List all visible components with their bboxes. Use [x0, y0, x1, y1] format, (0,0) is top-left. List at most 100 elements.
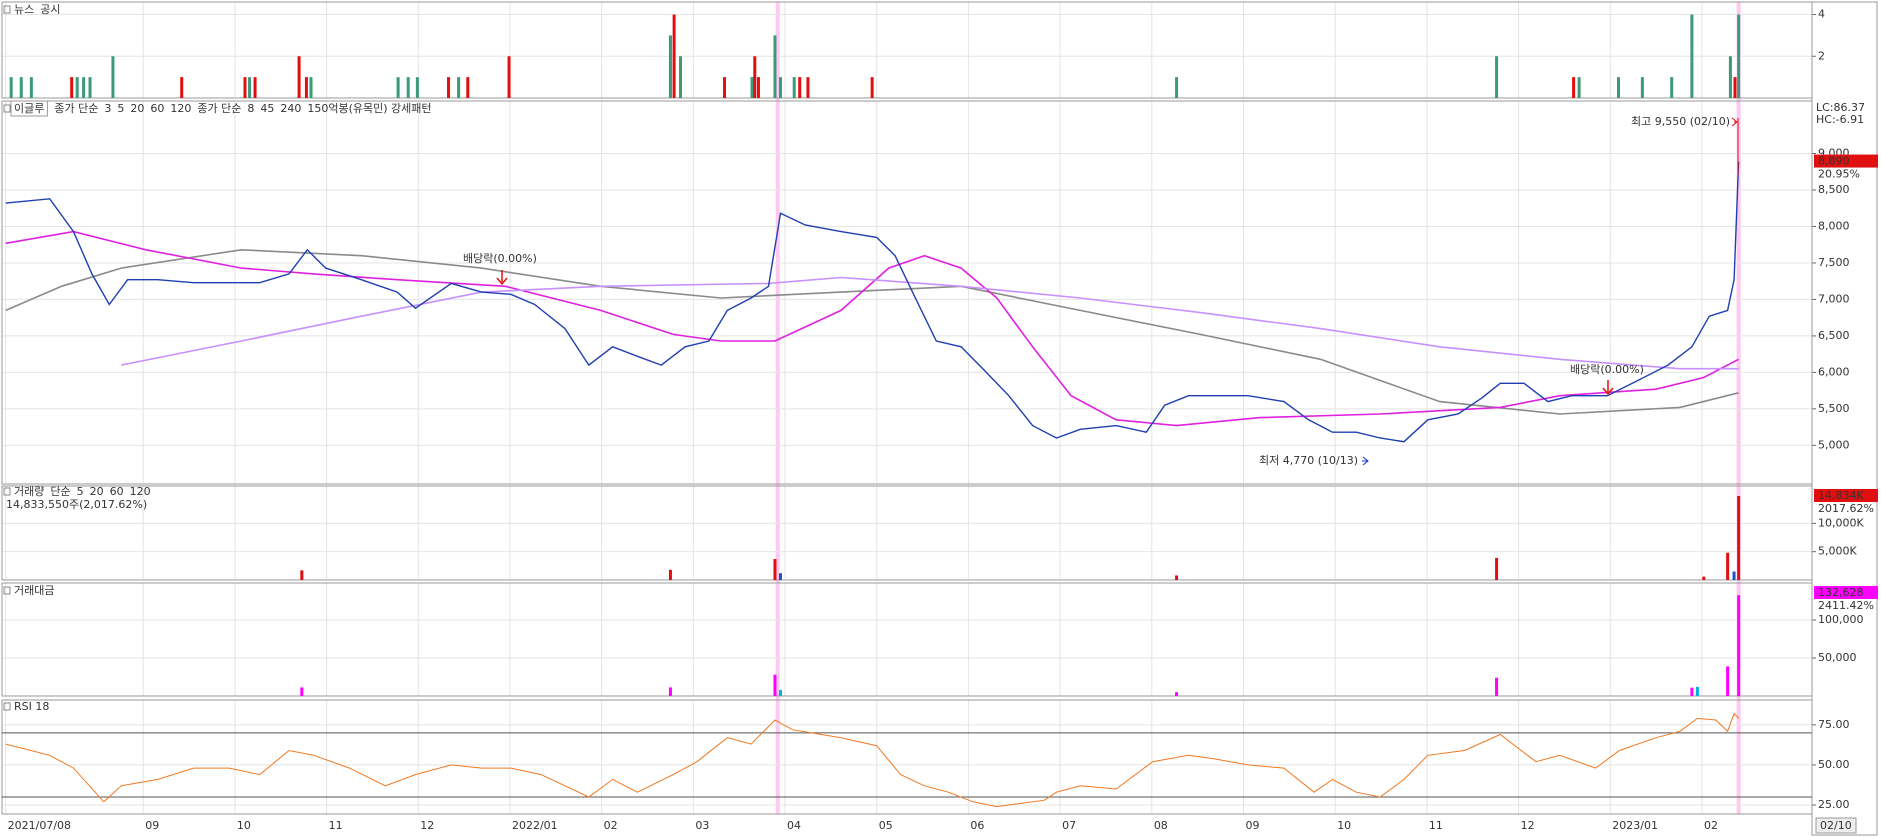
bar [1737, 496, 1741, 580]
x-tick-label: 05 [879, 819, 893, 832]
change-label: 20.95% [1818, 168, 1860, 181]
axis-frame [1811, 1, 1878, 836]
bar [668, 35, 672, 98]
bar [806, 77, 810, 98]
y-tick-label: 2 [1818, 49, 1825, 62]
bar [396, 77, 400, 98]
legend-box [10, 100, 48, 117]
bar [798, 77, 802, 98]
y-tick-label: 7,500 [1818, 256, 1850, 269]
bar [1640, 77, 1644, 98]
bar [1572, 77, 1576, 98]
y-tick-label: 6,000 [1818, 365, 1850, 378]
moving-average [121, 276, 1739, 370]
highlight-band [775, 2, 780, 814]
x-tick-label: 12 [1521, 819, 1535, 832]
bar [1617, 77, 1621, 98]
bar [447, 77, 451, 98]
y-tick-label: 5,500 [1818, 402, 1850, 415]
bar [1728, 56, 1732, 98]
bar [70, 77, 74, 98]
bar [243, 77, 247, 98]
bar [778, 573, 782, 580]
bar [75, 77, 79, 98]
y-tick-label: 8,000 [1818, 219, 1850, 232]
bar [111, 56, 115, 98]
bar [19, 77, 23, 98]
bar [1702, 576, 1706, 580]
y-tick-label: 50.00 [1818, 758, 1850, 771]
legend-label: 60 [150, 102, 164, 115]
bar [1495, 557, 1499, 580]
x-tick-label: 10 [1337, 819, 1351, 832]
x-tick-label: 06 [970, 819, 984, 832]
bar [773, 559, 777, 580]
x-tick-label: 09 [145, 819, 159, 832]
legend-label: 120 [170, 102, 191, 115]
legend-label: 5 [77, 485, 84, 498]
x-tick-label: 04 [787, 819, 801, 832]
bar [304, 77, 308, 98]
bar [1737, 14, 1741, 99]
x-tick-label: 11 [1429, 819, 1443, 832]
last-price-label: 8,890 [1818, 155, 1850, 168]
bar [778, 689, 782, 696]
last-value-label: 14,834K [1818, 489, 1864, 502]
bar [672, 14, 676, 99]
legend-label: 20 [90, 485, 104, 498]
legend-label: 60 [110, 485, 124, 498]
bar [1495, 56, 1499, 98]
y-tick-label: 5,000K [1818, 545, 1857, 558]
bar [1690, 14, 1694, 99]
x-tick-label: 08 [1154, 819, 1168, 832]
bar [1726, 552, 1730, 580]
y-tick-label: 6,500 [1818, 329, 1850, 342]
highlight-band [1736, 2, 1741, 814]
legend-icon [3, 487, 11, 496]
legend-icon [3, 104, 11, 113]
info-label: HC:-6.91 [1816, 113, 1864, 126]
y-tick-label: 4 [1818, 8, 1825, 21]
bar [1670, 77, 1674, 98]
bar [870, 77, 874, 98]
x-tick-label: 2023/01 [1612, 819, 1658, 832]
y-tick-label: 8,500 [1818, 183, 1850, 196]
annotation: 배당락(0.00%) [1570, 363, 1644, 376]
legend-label: 3 [104, 102, 111, 115]
legend-icon [3, 5, 11, 14]
annotation: 최고 9,550 (02/10) [1631, 115, 1730, 128]
legend-label: 45 [260, 102, 274, 115]
x-tick-label: 2021/07/08 [8, 819, 71, 832]
x-tick-label: 07 [1062, 819, 1076, 832]
high-arrow [1731, 117, 1738, 127]
bar [773, 35, 777, 98]
last-value-label: 132,628 [1818, 586, 1864, 599]
x-tick-label: 02 [604, 819, 618, 832]
legend-label: 단순 [50, 485, 70, 498]
cursor-date: 02/10 [1820, 819, 1852, 832]
legend-label: 뉴스 [14, 3, 34, 16]
info-label: LC:86.37 [1816, 101, 1865, 114]
bar [1695, 686, 1699, 696]
legend-label: 종가 단순 [54, 102, 98, 115]
div-arrow [496, 270, 508, 286]
x-tick-label: 11 [329, 819, 343, 832]
bar [253, 77, 257, 98]
bar [1726, 666, 1730, 696]
bar [82, 77, 86, 98]
bar [415, 77, 419, 98]
bar [1737, 595, 1741, 696]
bar [300, 570, 304, 580]
legend-label: 8 [247, 102, 254, 115]
annotation: 최저 4,770 (10/13) [1259, 454, 1358, 467]
bar [248, 77, 252, 98]
moving-average [5, 248, 1739, 415]
legend-label: 이글루 [14, 102, 44, 115]
change-label: 2411.42% [1818, 599, 1874, 612]
bar [1175, 692, 1179, 696]
bar [753, 56, 757, 98]
price-line [5, 161, 1740, 443]
bar [300, 687, 304, 696]
